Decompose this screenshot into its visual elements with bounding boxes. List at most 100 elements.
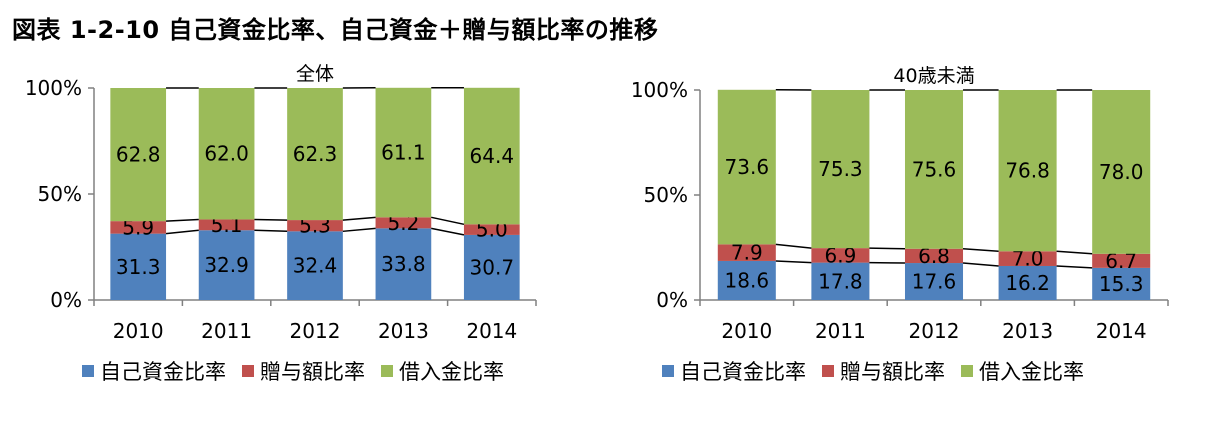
bar-segment <box>717 260 776 300</box>
y-tick-label: 100% <box>25 76 82 100</box>
series-connector <box>431 227 465 236</box>
bar-segment <box>811 262 870 300</box>
data-label: 32.4 <box>293 254 338 278</box>
bar-segment <box>904 90 964 249</box>
series-connector <box>342 216 376 221</box>
bar-segment <box>904 263 964 300</box>
legend-label-loan: 借入金比率 <box>979 360 1084 384</box>
legend-item-gift: 贈与額比率 <box>822 356 945 386</box>
legend-swatch-gift <box>242 365 254 377</box>
bar-segment <box>375 217 432 229</box>
data-label: 75.6 <box>912 157 957 181</box>
legend-left: 自己資金比率 贈与額比率 借入金比率 <box>82 356 520 386</box>
bar-segment <box>998 90 1057 252</box>
data-label: 62.3 <box>293 142 338 166</box>
y-tick-label: 50% <box>38 182 82 206</box>
bar-segment <box>463 87 520 225</box>
data-label: 64.4 <box>470 144 515 168</box>
series-connector <box>254 218 288 221</box>
data-label: 75.3 <box>818 157 863 181</box>
bar-segment <box>198 219 255 231</box>
series-connector <box>165 229 199 235</box>
x-tick-label: 2012 <box>909 319 960 343</box>
legend-right: 自己資金比率 贈与額比率 借入金比率 <box>662 356 1100 386</box>
data-label: 62.0 <box>204 142 249 166</box>
bar-segment <box>998 265 1057 300</box>
x-tick-label: 2014 <box>1096 319 1147 343</box>
bar-segment <box>110 233 167 300</box>
legend-label-gift: 贈与額比率 <box>260 360 365 384</box>
bar-segment <box>463 224 520 235</box>
legend-swatch-loan <box>961 365 973 377</box>
series-connector <box>962 262 999 267</box>
legend-label-loan: 借入金比率 <box>399 360 504 384</box>
legend-swatch-self-funds <box>662 365 674 377</box>
bar-segment <box>463 234 520 300</box>
x-tick-label: 2010 <box>113 319 164 343</box>
legend-item-self-funds: 自己資金比率 <box>662 356 806 386</box>
data-label: 15.3 <box>1099 272 1144 296</box>
bar-segment <box>198 88 255 220</box>
data-label: 17.6 <box>912 270 957 294</box>
series-connector <box>1056 265 1093 269</box>
series-connector <box>869 247 905 250</box>
bar-segment <box>110 221 167 234</box>
data-label: 33.8 <box>381 252 426 276</box>
x-tick-label: 2013 <box>378 319 429 343</box>
legend-item-loan: 借入金比率 <box>961 356 1084 386</box>
legend-item-loan: 借入金比率 <box>381 356 504 386</box>
series-connector <box>431 216 465 226</box>
data-label: 76.8 <box>1005 159 1050 183</box>
x-tick-label: 2013 <box>1002 319 1053 343</box>
bar-segment <box>110 88 167 222</box>
legend-label-self-funds: 自己資金比率 <box>100 360 226 384</box>
data-label: 73.6 <box>725 155 770 179</box>
data-label: 16.2 <box>1005 271 1050 295</box>
bar-segment <box>375 228 432 300</box>
legend-item-self-funds: 自己資金比率 <box>82 356 226 386</box>
series-connector <box>342 227 376 233</box>
bar-segment <box>287 88 343 221</box>
series-connector <box>1056 250 1093 255</box>
series-connector <box>775 243 812 249</box>
bar-segment <box>717 89 776 245</box>
bar-segment <box>1092 267 1151 300</box>
bar-segment <box>375 87 432 218</box>
bar-segment <box>287 231 343 300</box>
bar-segment <box>811 90 870 249</box>
data-label: 7.9 <box>731 241 763 265</box>
data-label: 30.7 <box>470 255 515 279</box>
chart-title: 40歳未満 <box>893 65 974 87</box>
y-tick-label: 100% <box>631 78 688 102</box>
data-label: 31.3 <box>116 255 161 279</box>
figure-title: 図表 1-2-10 自己資金比率、自己資金＋贈与額比率の推移 <box>12 16 659 44</box>
y-tick-label: 50% <box>644 183 688 207</box>
y-tick-label: 0% <box>656 288 688 312</box>
bar-segment <box>287 220 343 232</box>
data-label: 61.1 <box>381 141 426 165</box>
data-label: 62.8 <box>116 143 161 167</box>
data-label: 32.9 <box>204 253 249 277</box>
bar-segment <box>717 244 776 261</box>
bar-segment <box>1092 253 1151 268</box>
bar-segment <box>1092 90 1151 254</box>
series-connector <box>962 248 999 253</box>
legend-label-self-funds: 自己資金比率 <box>680 360 806 384</box>
bar-segment <box>811 248 870 263</box>
legend-swatch-gift <box>822 365 834 377</box>
legend-item-gift: 贈与額比率 <box>242 356 365 386</box>
chart-title: 全体 <box>296 63 334 85</box>
x-tick-label: 2012 <box>290 319 341 343</box>
data-label: 18.6 <box>725 268 770 292</box>
x-tick-label: 2011 <box>815 319 866 343</box>
series-connector <box>775 260 812 264</box>
x-tick-label: 2010 <box>721 319 772 343</box>
legend-label-gift: 贈与額比率 <box>840 360 945 384</box>
bar-segment <box>198 230 255 300</box>
chart-left: 0%50%100%31.35.962.8201032.95.162.020113… <box>25 63 537 343</box>
bar-segment <box>904 248 964 264</box>
series-connector <box>166 218 199 222</box>
data-label: 17.8 <box>818 269 863 293</box>
series-connector <box>254 229 288 233</box>
